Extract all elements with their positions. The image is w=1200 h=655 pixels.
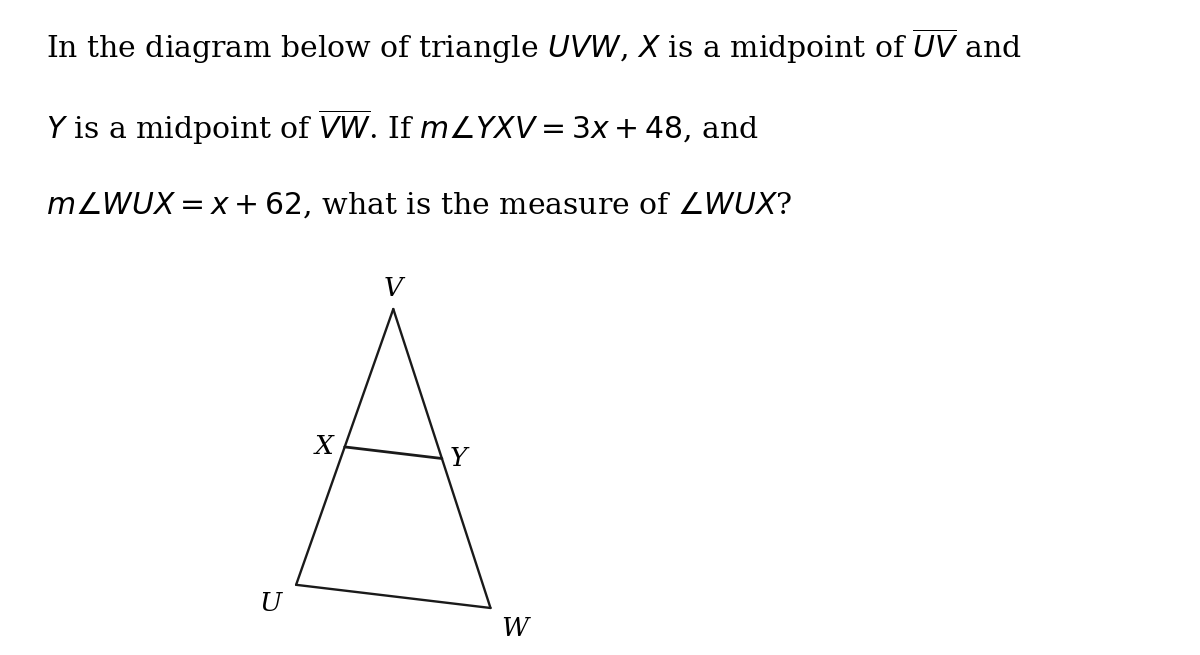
Text: V: V [384, 276, 403, 301]
Text: Y: Y [450, 446, 467, 471]
Text: W: W [502, 616, 528, 641]
Text: X: X [316, 434, 334, 459]
Text: In the diagram below of triangle $UVW$, $X$ is a midpoint of $\overline{UV}$ and: In the diagram below of triangle $UVW$, … [46, 26, 1021, 66]
Text: U: U [259, 591, 282, 616]
Text: $m\angle WUX = x + 62$, what is the measure of $\angle WUX$?: $m\angle WUX = x + 62$, what is the meas… [46, 190, 792, 220]
Text: $Y$ is a midpoint of $\overline{VW}$. If $m\angle YXV = 3x + 48$, and: $Y$ is a midpoint of $\overline{VW}$. If… [46, 108, 758, 147]
